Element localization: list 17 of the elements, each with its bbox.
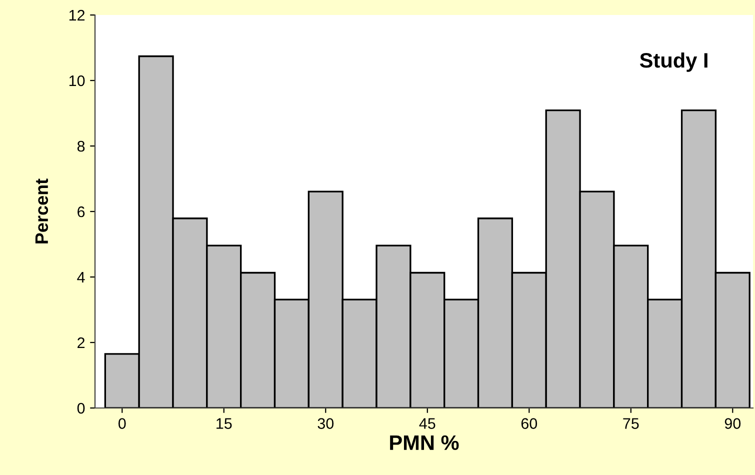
- annotation: Study I: [640, 52, 708, 72]
- x-tick-label: 75: [623, 418, 639, 429]
- x-axis-title: PMN %: [390, 435, 459, 450]
- x-tick-label: 0: [118, 418, 126, 429]
- y-tick-label: 0: [77, 402, 85, 414]
- y-tick-label: 2: [78, 337, 85, 348]
- x-tick-label: 90: [724, 418, 741, 429]
- y-tick-label: 10: [69, 75, 85, 86]
- x-tick-label: 15: [216, 418, 232, 429]
- y-tick-label: 6: [78, 206, 85, 218]
- x-tick-label: 30: [318, 418, 334, 429]
- x-tick-label: 45: [419, 418, 436, 429]
- y-axis-title: Percent: [35, 178, 48, 244]
- y-tick-label: 8: [77, 140, 85, 152]
- y-tick-label: 12: [69, 10, 85, 21]
- y-tick-label: 4: [77, 272, 85, 283]
- x-tick-label: 60: [521, 418, 538, 429]
